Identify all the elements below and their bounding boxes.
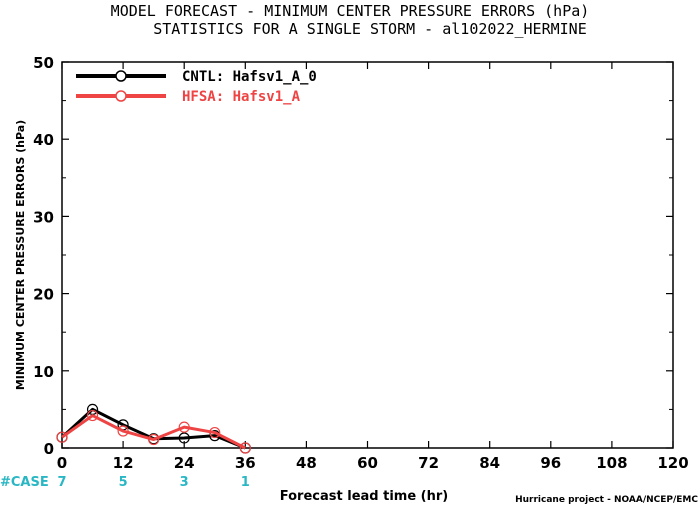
x-tick-label: 24 [174,454,195,472]
x-axis-label: Forecast lead time (hr) [280,489,448,504]
legend: CNTL: Hafsv1_A_0 HFSA: Hafsv1_A [76,69,317,105]
data-point [209,426,221,439]
series-2 [56,409,251,454]
data-point [86,409,99,422]
x-tick-label: 120 [657,454,688,472]
y-tick-label: 20 [33,286,54,304]
x-tick-label: 36 [235,454,256,472]
chart-title-line1: MODEL FORECAST - MINIMUM CENTER PRESSURE… [111,2,590,20]
x-tick-label: 60 [357,454,378,472]
legend-marker [115,70,127,82]
legend-entry: HFSA: Hafsv1_A [182,89,301,105]
y-axis-label: MINIMUM CENTER PRESSURE ERRORS (hPa) [14,120,27,390]
case-count: 7 [57,475,66,490]
x-tick-label: 48 [296,454,317,472]
x-tick-label: 72 [418,454,439,472]
data-point [117,425,129,437]
data-point [148,433,160,446]
case-count: 3 [180,475,189,490]
y-tick-label: 50 [33,54,54,72]
y-tick-label: 30 [33,208,54,226]
case-counts: #CASE 7 5 3 1 [0,475,250,490]
series-line [61,414,246,450]
legend-marker [115,90,127,102]
credit-text: Hurricane project - NOAA/NCEP/EMC [515,495,698,505]
x-tick-label: 12 [113,454,134,472]
chart-title-line2: STATISTICS FOR A SINGLE STORM - al102022… [153,20,586,38]
data-point [178,432,190,444]
data-point [178,421,190,433]
y-tick-label: 0 [44,440,54,458]
series-layer [56,403,251,454]
case-count: 1 [241,475,250,490]
x-tick-label: 96 [540,454,561,472]
x-tick-label: 108 [596,454,627,472]
data-point [56,431,68,443]
case-count: 5 [119,475,128,490]
axes: 0 12 24 36 48 60 72 84 96 108 120 0 10 20 30 40 50 [33,54,689,472]
x-tick-label: 0 [57,454,67,472]
y-tick-label: 40 [33,131,54,149]
plot-frame [61,61,674,449]
legend-entry: CNTL: Hafsv1_A_0 [182,69,317,85]
series-1 [56,403,251,454]
x-tick-label: 84 [479,454,500,472]
case-label: #CASE [0,475,49,490]
y-tick-label: 10 [33,363,54,381]
data-point [239,442,251,454]
